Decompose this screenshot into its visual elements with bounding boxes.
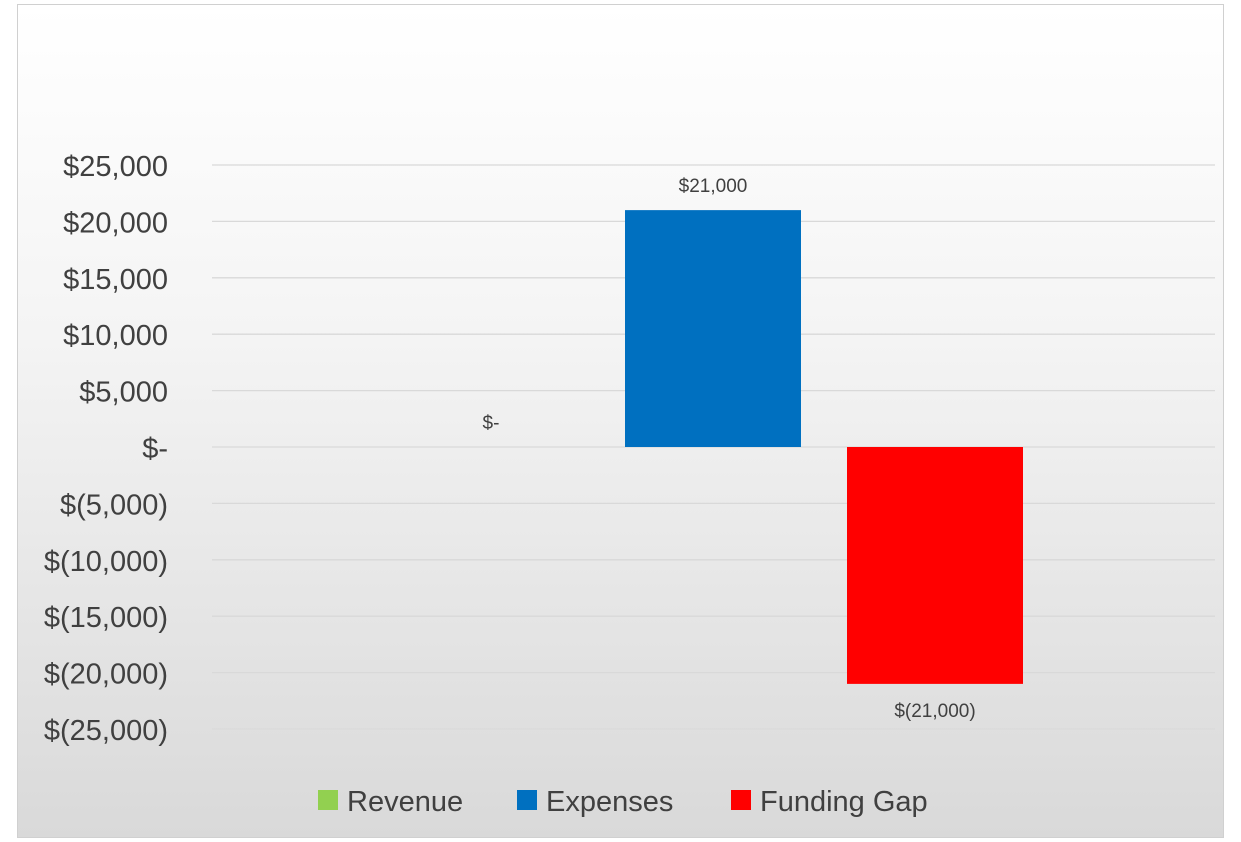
legend-label-revenue: Revenue — [347, 786, 463, 818]
data-label-funding-gap: $(21,000) — [894, 701, 975, 722]
legend: Revenue Expenses Funding Gap — [318, 786, 928, 818]
bar-funding-gap — [847, 447, 1023, 684]
y-axis-tick-labels: $25,000 $20,000 $15,000 $10,000 $5,000 $- $(5,… — [44, 151, 168, 747]
legend-swatch-funding-gap — [731, 790, 751, 810]
y-tick-label: $(5,000) — [60, 489, 168, 521]
y-tick-label: $15,000 — [63, 264, 168, 296]
gridlines — [212, 164, 1215, 730]
legend-label-expenses: Expenses — [546, 786, 673, 818]
chart-area — [17, 4, 1224, 838]
y-tick-label: $(20,000) — [44, 659, 168, 691]
bars — [625, 210, 1023, 684]
legend-swatch-revenue — [318, 790, 338, 810]
y-tick-label: $- — [142, 433, 168, 465]
bar-expenses — [625, 210, 801, 447]
data-label-revenue: $- — [483, 413, 500, 434]
y-tick-label: $(15,000) — [44, 602, 168, 634]
y-tick-label: $25,000 — [63, 151, 168, 183]
data-label-expenses: $21,000 — [679, 176, 748, 197]
y-tick-label: $20,000 — [63, 207, 168, 239]
y-tick-label: $10,000 — [63, 320, 168, 352]
y-tick-label: $(25,000) — [44, 715, 168, 747]
y-tick-label: $(10,000) — [44, 546, 168, 578]
y-tick-label: $5,000 — [79, 377, 168, 409]
legend-label-funding-gap: Funding Gap — [760, 786, 928, 818]
data-labels: $- $21,000 $(21,000) — [483, 176, 976, 722]
legend-swatch-expenses — [517, 790, 537, 810]
